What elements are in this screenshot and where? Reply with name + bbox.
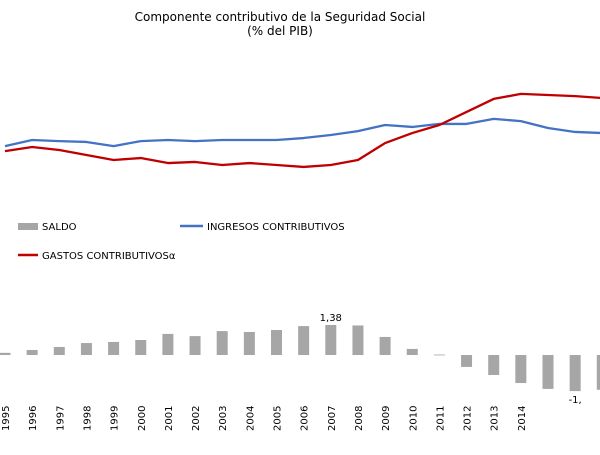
x-tick-label: 2013: [490, 406, 501, 431]
chart-title: Componente contributivo de la Seguridad …: [135, 10, 426, 24]
legend: SALDO INGRESOS CONTRIBUTIVOS GASTOS CONT…: [18, 222, 345, 262]
bar-saldo-2003: [216, 331, 228, 355]
x-tick-label: 1999: [110, 406, 121, 431]
x-tick-label: 2004: [245, 406, 256, 431]
x-tick-label: 2014: [517, 406, 528, 431]
x-tick-label: 1996: [28, 406, 39, 431]
bar-saldo-2001: [162, 333, 174, 355]
legend-label-saldo: SALDO: [42, 222, 77, 233]
bar-saldo-1995: [0, 352, 11, 355]
bar-saldo-2009: [379, 336, 391, 355]
x-tick-label: 2011: [435, 406, 446, 431]
bar-saldo-2004: [243, 331, 255, 355]
x-tick-label: 2007: [327, 406, 338, 431]
legend-label-gastos: GASTOS CONTRIBUTIVOSα: [42, 251, 176, 262]
bar-saldo-2013: [488, 355, 500, 375]
bar-saldo-2017: [596, 355, 600, 390]
bar-saldo-1998: [80, 343, 92, 355]
bar-saldo-2000: [135, 340, 147, 355]
x-tick-label: 1997: [55, 406, 66, 431]
bar-saldo-2012: [461, 355, 473, 367]
x-tick-label: 2006: [300, 406, 311, 431]
bar-saldo-2015: [542, 355, 554, 389]
line-ingresos: [4, 117, 600, 148]
line-gastos: [4, 92, 600, 169]
data-label: 1,38: [320, 313, 342, 324]
bar-saldo-1996: [26, 350, 38, 355]
x-tick-label: 2001: [164, 406, 175, 431]
x-tick-label: 1995: [1, 406, 12, 431]
chart-subtitle: (% del PIB): [247, 24, 313, 38]
legend-swatch-saldo: [18, 223, 38, 230]
bar-saldo-2008: [352, 325, 364, 355]
x-tick-label: 2008: [354, 406, 365, 431]
bar-saldo-2002: [189, 336, 201, 355]
x-tick-label: 2005: [273, 406, 284, 431]
x-tick-label: 2002: [191, 406, 202, 431]
bar-saldo-2014: [515, 355, 527, 384]
x-tick-label: 2009: [381, 406, 392, 431]
x-tick-label: 2010: [408, 406, 419, 431]
bar-saldo-2005: [271, 330, 282, 355]
legend-label-ingresos: INGRESOS CONTRIBUTIVOS: [207, 222, 345, 233]
x-tick-label: 2003: [218, 406, 229, 431]
bar-saldo-2006: [298, 326, 310, 355]
bar-saldo-1999: [108, 341, 120, 355]
data-label: -1,: [569, 395, 582, 406]
bar-saldo-2016: [569, 355, 581, 392]
bar-saldo-2010: [406, 348, 418, 355]
x-tick-label: 2000: [137, 406, 148, 431]
bar-saldo-2011: [433, 354, 445, 356]
bar-saldo-1997: [53, 346, 65, 355]
x-tick-label: 1998: [82, 406, 93, 431]
bar-saldo-2007: [325, 325, 337, 355]
x-tick-label: 2012: [463, 406, 474, 431]
